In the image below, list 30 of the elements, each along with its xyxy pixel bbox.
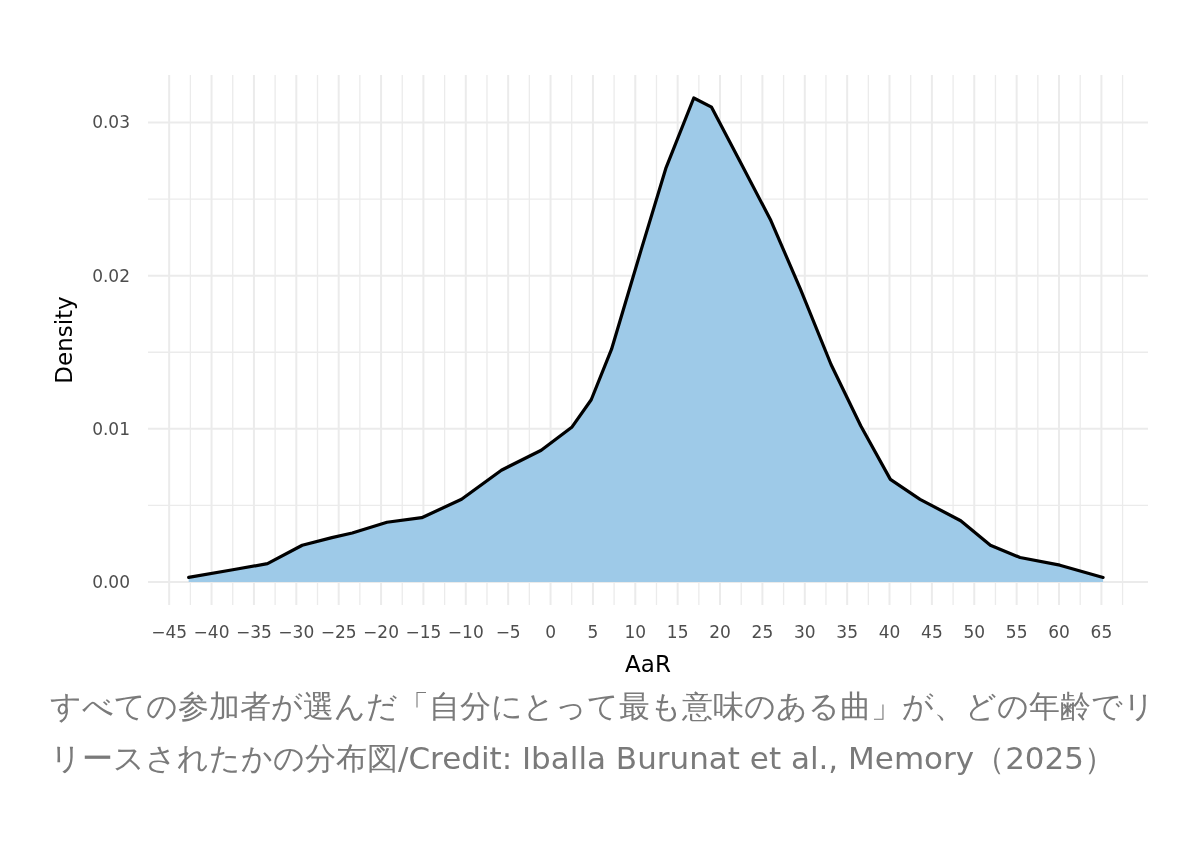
x-tick-label: 20 [709, 622, 731, 642]
y-tick-label: 0.02 [92, 265, 130, 286]
x-tick-label: −10 [447, 622, 484, 642]
x-tick-label: −40 [193, 622, 230, 642]
x-axis-title: AaR [625, 651, 671, 677]
x-tick-label: 60 [1048, 622, 1070, 642]
x-tick-label: 65 [1090, 622, 1113, 642]
x-tick-label: 10 [624, 622, 647, 642]
y-tick-label: 0.01 [92, 418, 130, 439]
y-axis-title: Density [51, 296, 77, 384]
x-tick-label: −30 [278, 622, 315, 642]
x-tick-label: 25 [751, 622, 774, 642]
x-tick-label: 5 [587, 622, 599, 642]
y-tick-label: 0.03 [92, 112, 130, 133]
x-tick-label: 0 [545, 622, 556, 642]
x-tick-label: −25 [320, 622, 357, 642]
x-tick-label: −35 [235, 622, 272, 642]
x-tick-label: 35 [836, 622, 858, 642]
x-tick-label: 55 [1005, 622, 1028, 642]
x-tick-label: 30 [793, 622, 816, 642]
x-tick-label: −5 [495, 622, 521, 642]
x-tick-label: −15 [405, 622, 442, 642]
x-tick-label: 50 [963, 622, 986, 642]
x-tick-label: −45 [151, 622, 188, 642]
x-tick-label: 40 [878, 622, 901, 642]
y-tick-label: 0.00 [92, 572, 130, 593]
text: すべての参加者が選んだ「自分にとって最も意味のある曲」が、どの年齢でリリースされたかの分布図/Credit: Iballa Burunat et al., Memory（2025） [50, 687, 1156, 778]
x-tick-label: 15 [666, 622, 689, 642]
x-tick-label: 45 [921, 622, 943, 642]
x-tick-label: −20 [363, 622, 399, 642]
